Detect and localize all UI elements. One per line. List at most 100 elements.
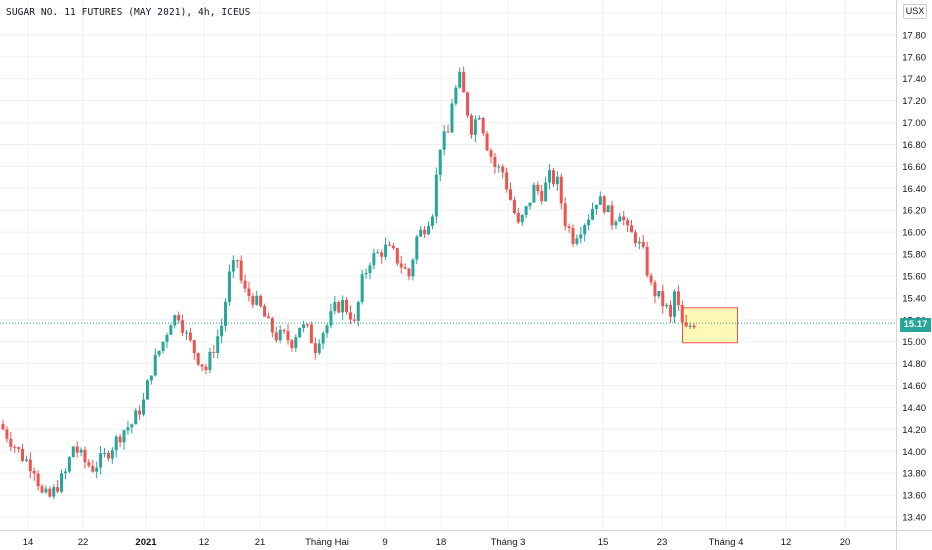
candle-body: [403, 267, 407, 269]
price-tick-label: 15.00: [902, 337, 926, 348]
time-axis: 14 22 2021 12 21 Tháng Hai 9 18 Tháng 3 15 23 Tháng…: [0, 530, 932, 548]
candle-body: [458, 71, 462, 88]
price-tick-label: 16.60: [902, 162, 926, 173]
candle-body: [239, 260, 243, 281]
candle-body: [67, 457, 71, 472]
price-tick-label: 15.80: [902, 250, 926, 261]
candle-body: [142, 399, 146, 415]
candle-body: [606, 205, 610, 213]
candle-body: [52, 487, 56, 497]
candle-body: [368, 265, 372, 274]
candle-body: [567, 226, 571, 229]
candle-body: [165, 334, 169, 342]
candle-body: [672, 291, 676, 317]
candle-body: [294, 337, 298, 349]
candle-body: [610, 205, 614, 226]
candle-body: [391, 245, 395, 249]
candle-body: [450, 103, 454, 133]
candle-body: [224, 301, 228, 326]
candle-body: [157, 350, 161, 355]
candle-body: [208, 351, 212, 371]
candle-body: [243, 280, 247, 289]
candle-body: [153, 354, 157, 376]
candle-body: [290, 340, 294, 349]
currency-button[interactable]: USX: [903, 4, 927, 19]
time-tick-label: 14: [23, 537, 34, 548]
price-tick-label: 13.40: [902, 513, 926, 524]
candle-body: [633, 232, 637, 244]
time-tick-label: 15: [598, 537, 609, 548]
candle-body: [99, 453, 103, 468]
candle-body: [614, 221, 618, 226]
time-tick-label: 23: [657, 537, 668, 548]
candle-body: [528, 202, 532, 207]
candles-group: [1, 66, 696, 500]
candle-body: [196, 352, 200, 365]
candle-body: [442, 131, 446, 150]
time-tick-label: 22: [78, 537, 89, 548]
candle-body: [669, 304, 673, 317]
candle-body: [559, 176, 563, 204]
candle-body: [434, 174, 438, 217]
candle-body: [540, 191, 544, 202]
price-tick-label: 17.00: [902, 118, 926, 129]
candle-body: [36, 473, 40, 487]
chart-title: SUGAR NO. 11 FUTURES (MAY 2021), 4h, ICE…: [6, 7, 251, 18]
candle-body: [317, 343, 321, 353]
candle-body: [579, 234, 583, 239]
candle-body: [395, 248, 399, 264]
candle-body: [462, 71, 466, 93]
candle-body: [637, 241, 641, 244]
candle-body: [583, 225, 587, 235]
candle-body: [352, 319, 356, 321]
candle-body: [130, 424, 134, 428]
candle-body: [87, 462, 91, 466]
candle-body: [544, 182, 548, 202]
candle-body: [173, 315, 177, 326]
candle-body: [676, 291, 680, 305]
candle-body: [372, 253, 376, 266]
candle-body: [427, 226, 431, 235]
candle-body: [501, 166, 505, 173]
candle-body: [216, 336, 220, 353]
candle-body: [83, 449, 87, 463]
candle-body: [493, 156, 497, 168]
candle-body: [438, 149, 442, 175]
candle-body: [220, 325, 224, 337]
candle-body: [415, 236, 419, 260]
candle-body: [138, 410, 142, 415]
candle-body: [594, 204, 598, 210]
candle-body: [278, 329, 282, 341]
candle-body: [356, 302, 360, 321]
candle-body: [341, 299, 345, 313]
time-tick-label: 20: [840, 537, 851, 548]
candle-body: [298, 327, 302, 338]
candle-body: [497, 166, 501, 168]
candle-body: [28, 459, 32, 471]
candle-body: [56, 487, 60, 492]
candle-body: [505, 172, 509, 190]
candle-body: [60, 473, 64, 492]
candle-body: [192, 340, 196, 353]
candle-body: [598, 196, 602, 205]
candle-body: [21, 448, 25, 461]
candle-body: [329, 311, 333, 326]
candle-body: [325, 325, 329, 334]
candle-body: [204, 366, 208, 371]
candle-body: [536, 184, 540, 192]
time-tick-label: 21: [255, 537, 266, 548]
candle-body: [477, 117, 481, 120]
time-tick-label: 18: [436, 537, 447, 548]
candle-body: [24, 459, 28, 461]
candle-body: [360, 274, 364, 303]
candle-body: [520, 214, 524, 223]
price-tick-label: 16.40: [902, 184, 926, 195]
candle-body: [91, 465, 95, 472]
candle-body: [309, 324, 313, 344]
candle-body: [466, 92, 470, 116]
candle-body: [63, 471, 67, 474]
candle-body: [106, 452, 110, 459]
candle-body: [555, 176, 559, 185]
candle-body: [231, 260, 235, 272]
